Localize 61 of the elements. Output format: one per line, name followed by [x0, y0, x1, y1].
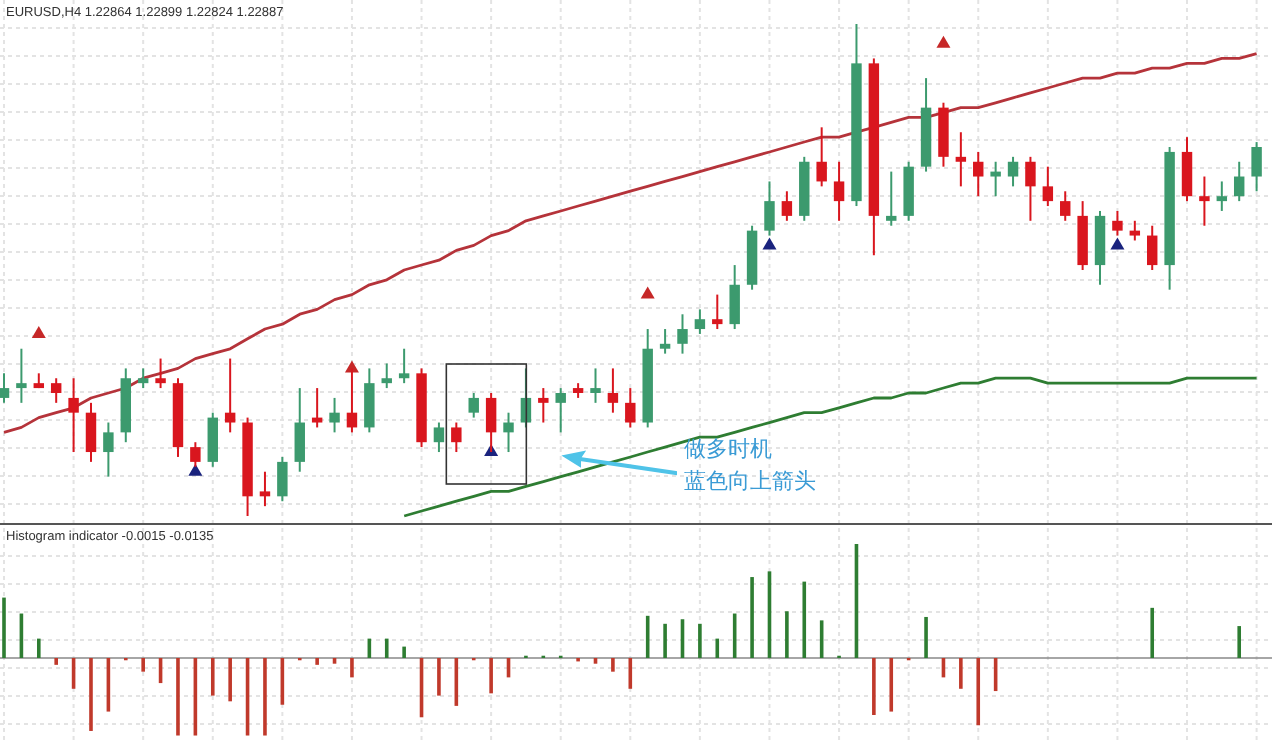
candlestick — [555, 387, 566, 434]
candlestick — [973, 150, 984, 198]
candlestick — [311, 387, 323, 429]
candlestick — [468, 392, 479, 419]
candlestick — [1181, 136, 1193, 203]
point — [936, 35, 951, 48]
candlestick — [625, 387, 636, 429]
candlestick — [1216, 180, 1228, 212]
candlestick — [1199, 175, 1210, 227]
candlestick — [1042, 165, 1054, 208]
candlestick — [68, 377, 79, 454]
candlestick — [485, 392, 497, 454]
candlestick — [137, 367, 149, 390]
candlestick — [1129, 219, 1141, 242]
candlestick — [729, 264, 740, 331]
point — [640, 286, 655, 299]
candlestick — [85, 401, 97, 463]
candlestick — [277, 455, 288, 503]
candlestick — [0, 372, 10, 404]
candlestick — [1147, 224, 1158, 271]
candlestick — [694, 308, 706, 335]
candlestick — [16, 347, 27, 404]
candlestick — [207, 411, 218, 468]
candlestick — [1025, 155, 1036, 222]
candlestick — [1007, 155, 1019, 188]
annotation: 蓝色向上箭头 — [684, 468, 816, 494]
point — [31, 325, 46, 338]
candlestick — [677, 313, 688, 355]
candlestick — [590, 367, 601, 404]
candlestick — [955, 131, 967, 188]
candlestick — [294, 387, 305, 473]
candlestick — [259, 470, 271, 508]
candlestick — [1233, 160, 1245, 203]
point — [762, 237, 777, 250]
point — [1110, 237, 1125, 250]
candlestick — [155, 357, 166, 390]
candlestick — [398, 347, 410, 385]
point — [188, 463, 203, 476]
candlestick — [364, 367, 375, 434]
candlestick — [781, 190, 793, 222]
candlestick — [833, 160, 845, 222]
candlestick — [433, 421, 445, 454]
annotation: 做多时机 — [684, 436, 772, 462]
candlestick — [50, 377, 62, 404]
candlestick — [816, 126, 827, 188]
candlestick — [659, 328, 671, 355]
candlestick — [990, 160, 1001, 198]
candlestick — [712, 293, 723, 331]
candlestick — [503, 411, 514, 454]
candlestick — [224, 357, 236, 434]
candlestick — [764, 180, 775, 237]
candlestick — [1112, 209, 1123, 237]
candlestick — [451, 421, 462, 454]
candlestick — [1251, 141, 1262, 193]
candlestick — [538, 387, 549, 424]
candlestick — [886, 170, 897, 227]
candlestick — [329, 396, 340, 434]
candlestick — [1060, 190, 1071, 222]
candlestick — [607, 367, 619, 414]
candlestick — [103, 421, 114, 478]
candlestick — [381, 362, 392, 390]
